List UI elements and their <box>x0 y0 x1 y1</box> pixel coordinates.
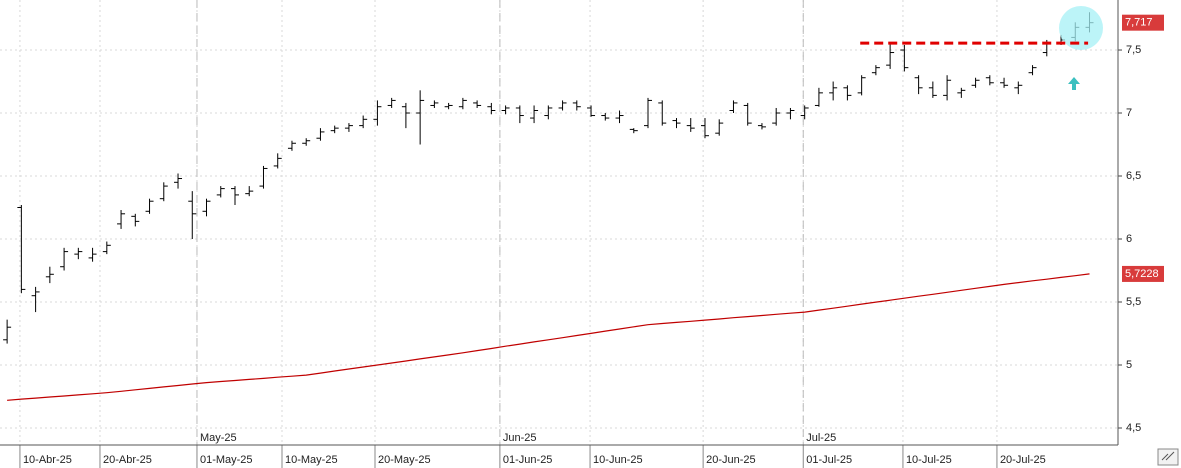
x-tick-label: 20-Abr-25 <box>103 454 152 466</box>
month-label: Jun-25 <box>503 432 537 444</box>
value-tag <box>1122 265 1164 282</box>
value-tag-label: 7,717 <box>1125 17 1153 29</box>
value-tag <box>1122 14 1164 31</box>
moving-average-layer <box>7 273 1090 401</box>
y-tick-label: 5 <box>1126 359 1132 371</box>
x-tick-label: 01-Jul-25 <box>806 454 852 466</box>
month-label: May-25 <box>200 432 237 444</box>
x-tick-label: 01-Jun-25 <box>503 454 553 466</box>
y-tick-label: 7 <box>1126 107 1132 119</box>
month-label: Jul-25 <box>806 432 836 444</box>
x-tick-label: 20-May-25 <box>378 454 431 466</box>
y-tick-label: 5,5 <box>1126 296 1141 308</box>
x-tick-label: 10-Jul-25 <box>906 454 952 466</box>
grid <box>0 0 1118 445</box>
highlight-circle <box>1059 6 1103 50</box>
x-tick-label: 01-May-25 <box>200 454 253 466</box>
value-tag-label: 5,7228 <box>1125 268 1159 280</box>
y-tick-label: 6,5 <box>1126 170 1141 182</box>
x-tick-label: 10-Abr-25 <box>23 454 72 466</box>
up-arrow <box>1068 77 1080 90</box>
y-tick-label: 4,5 <box>1126 422 1141 434</box>
x-tick-label: 20-Jun-25 <box>706 454 756 466</box>
y-tick-label: 7,5 <box>1126 44 1141 56</box>
resize-icon <box>1161 451 1175 461</box>
x-tick-label: 10-May-25 <box>285 454 338 466</box>
x-tick-label: 20-Jul-25 <box>1000 454 1046 466</box>
x-tick-label: 10-Jun-25 <box>593 454 643 466</box>
moving-average <box>7 273 1090 401</box>
y-tick-label: 6 <box>1126 233 1132 245</box>
ohlc-layer <box>3 12 1094 344</box>
resize-button[interactable] <box>1157 448 1179 466</box>
